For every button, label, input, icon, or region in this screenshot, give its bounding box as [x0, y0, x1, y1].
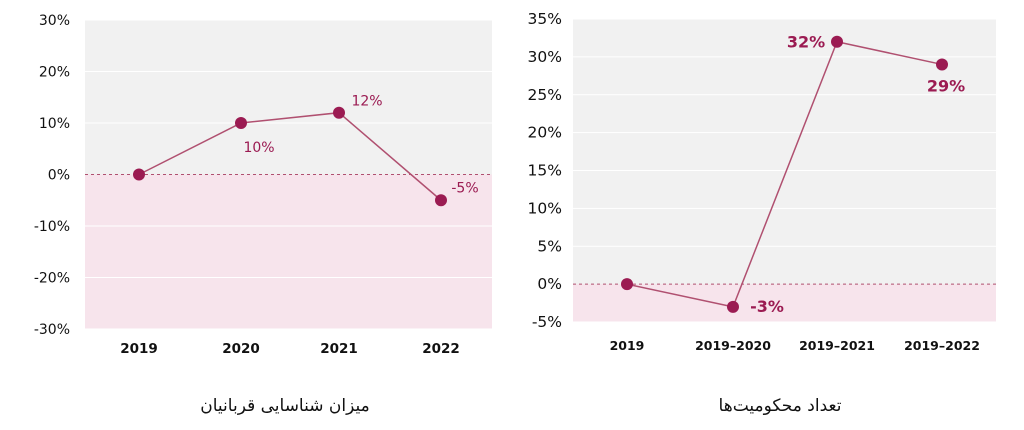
left-series-line: [138, 111, 442, 201]
left-ytick-label: 0%: [48, 168, 70, 184]
left-ytick-label: -10%: [34, 219, 70, 235]
left-negative-band: [85, 174, 492, 329]
left-ytick-label: 10%: [39, 116, 70, 132]
left-data-point: [235, 117, 247, 129]
right-xtick-label: 2019–2022: [904, 338, 980, 353]
right-data-label: 29%: [927, 76, 965, 95]
right-xtick-label: 2019–2020: [695, 338, 771, 353]
left-xtick-label: 2019: [120, 341, 158, 357]
right-ytick-label: -5%: [532, 313, 562, 331]
right-ytick-label: 30%: [528, 48, 562, 66]
left-data-point: [435, 194, 447, 207]
right-data-point: [831, 35, 843, 48]
right-data-point: [621, 278, 633, 291]
left-data-label: -5%: [451, 180, 478, 196]
right-data-label: 32%: [787, 33, 825, 52]
left-data-point: [333, 106, 345, 119]
right-ytick-label: 5%: [537, 237, 562, 255]
left-ytick-label: 20%: [39, 65, 70, 81]
left-data-label: 10%: [243, 140, 274, 156]
right-ytick-label: 25%: [528, 86, 562, 104]
chart-left-caption: میزان شناسایی قربانیان: [200, 396, 370, 416]
chart-left-group: 30% 20% 10% 0% -10% -20% -30% 2019 2020 2021 2022 1…: [34, 13, 492, 357]
chart-right-caption: تعداد محکومیت‌ها: [718, 396, 842, 416]
right-ytick-label: 0%: [537, 275, 562, 293]
right-data-label: -3%: [750, 297, 784, 316]
right-data-point: [936, 58, 948, 71]
right-data-point: [727, 300, 739, 313]
right-negative-band: [573, 284, 996, 322]
left-xtick-label: 2020: [222, 341, 260, 357]
right-ytick-label: 10%: [528, 199, 562, 217]
right-ytick-label: 15%: [528, 162, 562, 180]
left-xtick-label: 2022: [422, 341, 460, 357]
left-xtick-label: 2021: [320, 341, 358, 357]
left-ytick-label: 30%: [39, 13, 70, 29]
right-xtick-label: 2019: [610, 338, 645, 353]
chart-right-group: 35% 30% 25% 20% 15% 10% 5% 0% -5% 2019 2019–2020 20…: [528, 10, 996, 353]
left-ytick-label: -20%: [34, 271, 70, 287]
left-data-point: [133, 168, 145, 181]
left-ytick-label: -30%: [34, 322, 70, 338]
right-ytick-label: 20%: [528, 124, 562, 142]
right-xtick-label: 2019–2021: [799, 338, 875, 353]
right-ytick-label: 35%: [528, 10, 562, 28]
left-data-label: 12%: [351, 94, 382, 110]
right-series-line: [626, 40, 943, 308]
